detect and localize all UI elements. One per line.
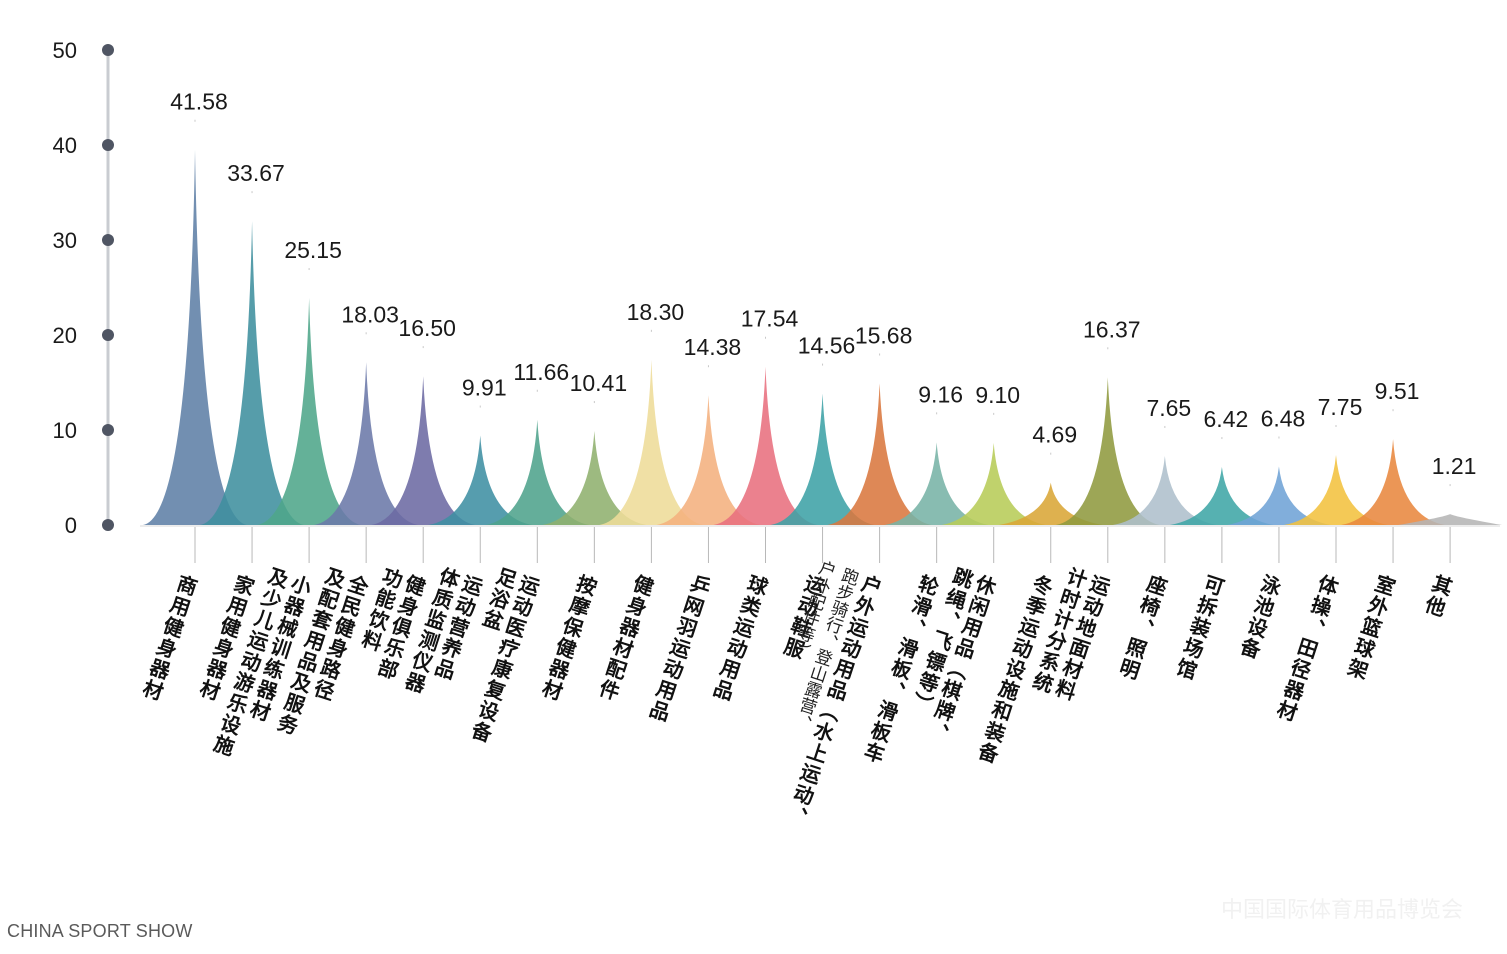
category-label-line: 球类运动用品	[707, 571, 771, 704]
category-label-line: 可拆装场馆	[1170, 571, 1227, 683]
spike-5	[371, 376, 476, 525]
category-label: 球类运动用品	[707, 571, 771, 704]
category-label: 座椅、照明	[1113, 570, 1170, 683]
category-label: 泳池设备	[1234, 570, 1284, 662]
value-label: 4.69	[1032, 422, 1077, 448]
watermark-text: 中国国际体育用品博览会	[1220, 898, 1463, 923]
source-credit: CHINA SPORT SHOW	[7, 921, 193, 941]
plot-area	[143, 149, 1503, 526]
value-label: 15.68	[855, 322, 913, 348]
value-label: 6.42	[1204, 406, 1249, 432]
category-label: 乒网羽运动用品	[643, 571, 714, 725]
leader-lines	[194, 119, 1451, 487]
value-label: 41.58	[170, 89, 228, 115]
value-label: 14.56	[798, 333, 856, 359]
category-label: 健身器材配件	[593, 570, 657, 704]
category-label: 其他	[1419, 570, 1456, 621]
spike-13	[827, 383, 932, 525]
spike-18	[1112, 455, 1217, 525]
y-tick-dot	[102, 329, 114, 341]
category-label: 室外篮球架	[1342, 570, 1399, 683]
value-label: 7.75	[1318, 394, 1363, 420]
value-label: 14.38	[684, 334, 742, 360]
value-label: 9.16	[918, 381, 963, 407]
category-label-line: 体操、田径器材	[1271, 570, 1342, 725]
category-label-line: 乒网羽运动用品	[643, 571, 714, 725]
value-label: 6.48	[1261, 406, 1306, 432]
value-label: 18.03	[341, 301, 399, 327]
y-tick-dot	[102, 44, 114, 56]
y-tick-label: 50	[53, 38, 77, 63]
value-label: 17.54	[741, 306, 799, 332]
y-axis: 0 10 20 30 40 50	[53, 38, 1500, 538]
spike-3	[257, 298, 362, 525]
y-tick-label: 40	[53, 133, 77, 158]
value-label: 9.51	[1375, 378, 1420, 404]
spike-11	[713, 366, 818, 525]
value-label: 9.10	[975, 382, 1020, 408]
spike-15	[941, 442, 1046, 525]
value-label: 7.65	[1146, 395, 1191, 421]
value-label: 10.41	[570, 370, 628, 396]
spike-23	[1398, 514, 1503, 525]
category-label-line: 健身器材配件	[593, 570, 657, 704]
value-label: 16.37	[1083, 316, 1141, 342]
value-label: 25.15	[284, 237, 342, 263]
spike-19	[1169, 467, 1274, 525]
category-label-line: 按摩保健器材	[536, 570, 600, 704]
category-label-line: 其他	[1419, 570, 1456, 621]
spike-20	[1226, 466, 1331, 525]
value-label: 16.50	[398, 315, 456, 341]
spike-1	[143, 149, 247, 526]
y-tick-dot	[102, 234, 114, 246]
spike-21	[1284, 455, 1388, 525]
y-tick-dot	[102, 139, 114, 151]
spike-6	[428, 435, 533, 525]
y-tick-label: 30	[53, 228, 77, 253]
category-label: 体操、田径器材	[1271, 570, 1342, 725]
value-label: 9.91	[462, 375, 507, 401]
spike-7	[485, 419, 590, 525]
spike-16	[998, 482, 1103, 525]
spike-22	[1341, 439, 1446, 525]
category-label-line: 室外篮球架	[1342, 570, 1399, 683]
spike-2	[200, 221, 305, 526]
y-tick-label: 20	[53, 323, 77, 348]
y-tick-label: 10	[53, 418, 77, 443]
value-label: 11.66	[513, 359, 569, 385]
category-label: 商用健身器材	[137, 570, 201, 704]
spike-9	[599, 359, 704, 525]
y-tick-label: 0	[65, 513, 77, 538]
value-label: 18.30	[627, 299, 685, 325]
category-label-line: 座椅、照明	[1113, 570, 1170, 683]
y-tick-dot	[102, 424, 114, 436]
spike-12	[770, 393, 875, 525]
spike-10	[656, 395, 761, 525]
spike-8	[542, 431, 647, 525]
spike-17	[1055, 377, 1160, 525]
value-label: 1.21	[1432, 453, 1477, 479]
x-axis-ticks	[194, 527, 1451, 563]
category-label-line: 泳池设备	[1234, 570, 1284, 662]
category-label-line: 商用健身器材	[137, 570, 201, 704]
value-label: 33.67	[227, 160, 285, 186]
spike-4	[314, 362, 419, 525]
category-label: 可拆装场馆	[1170, 571, 1227, 683]
category-label: 按摩保健器材	[536, 570, 600, 704]
spike-14	[884, 442, 989, 525]
y-tick-dot	[102, 519, 114, 531]
